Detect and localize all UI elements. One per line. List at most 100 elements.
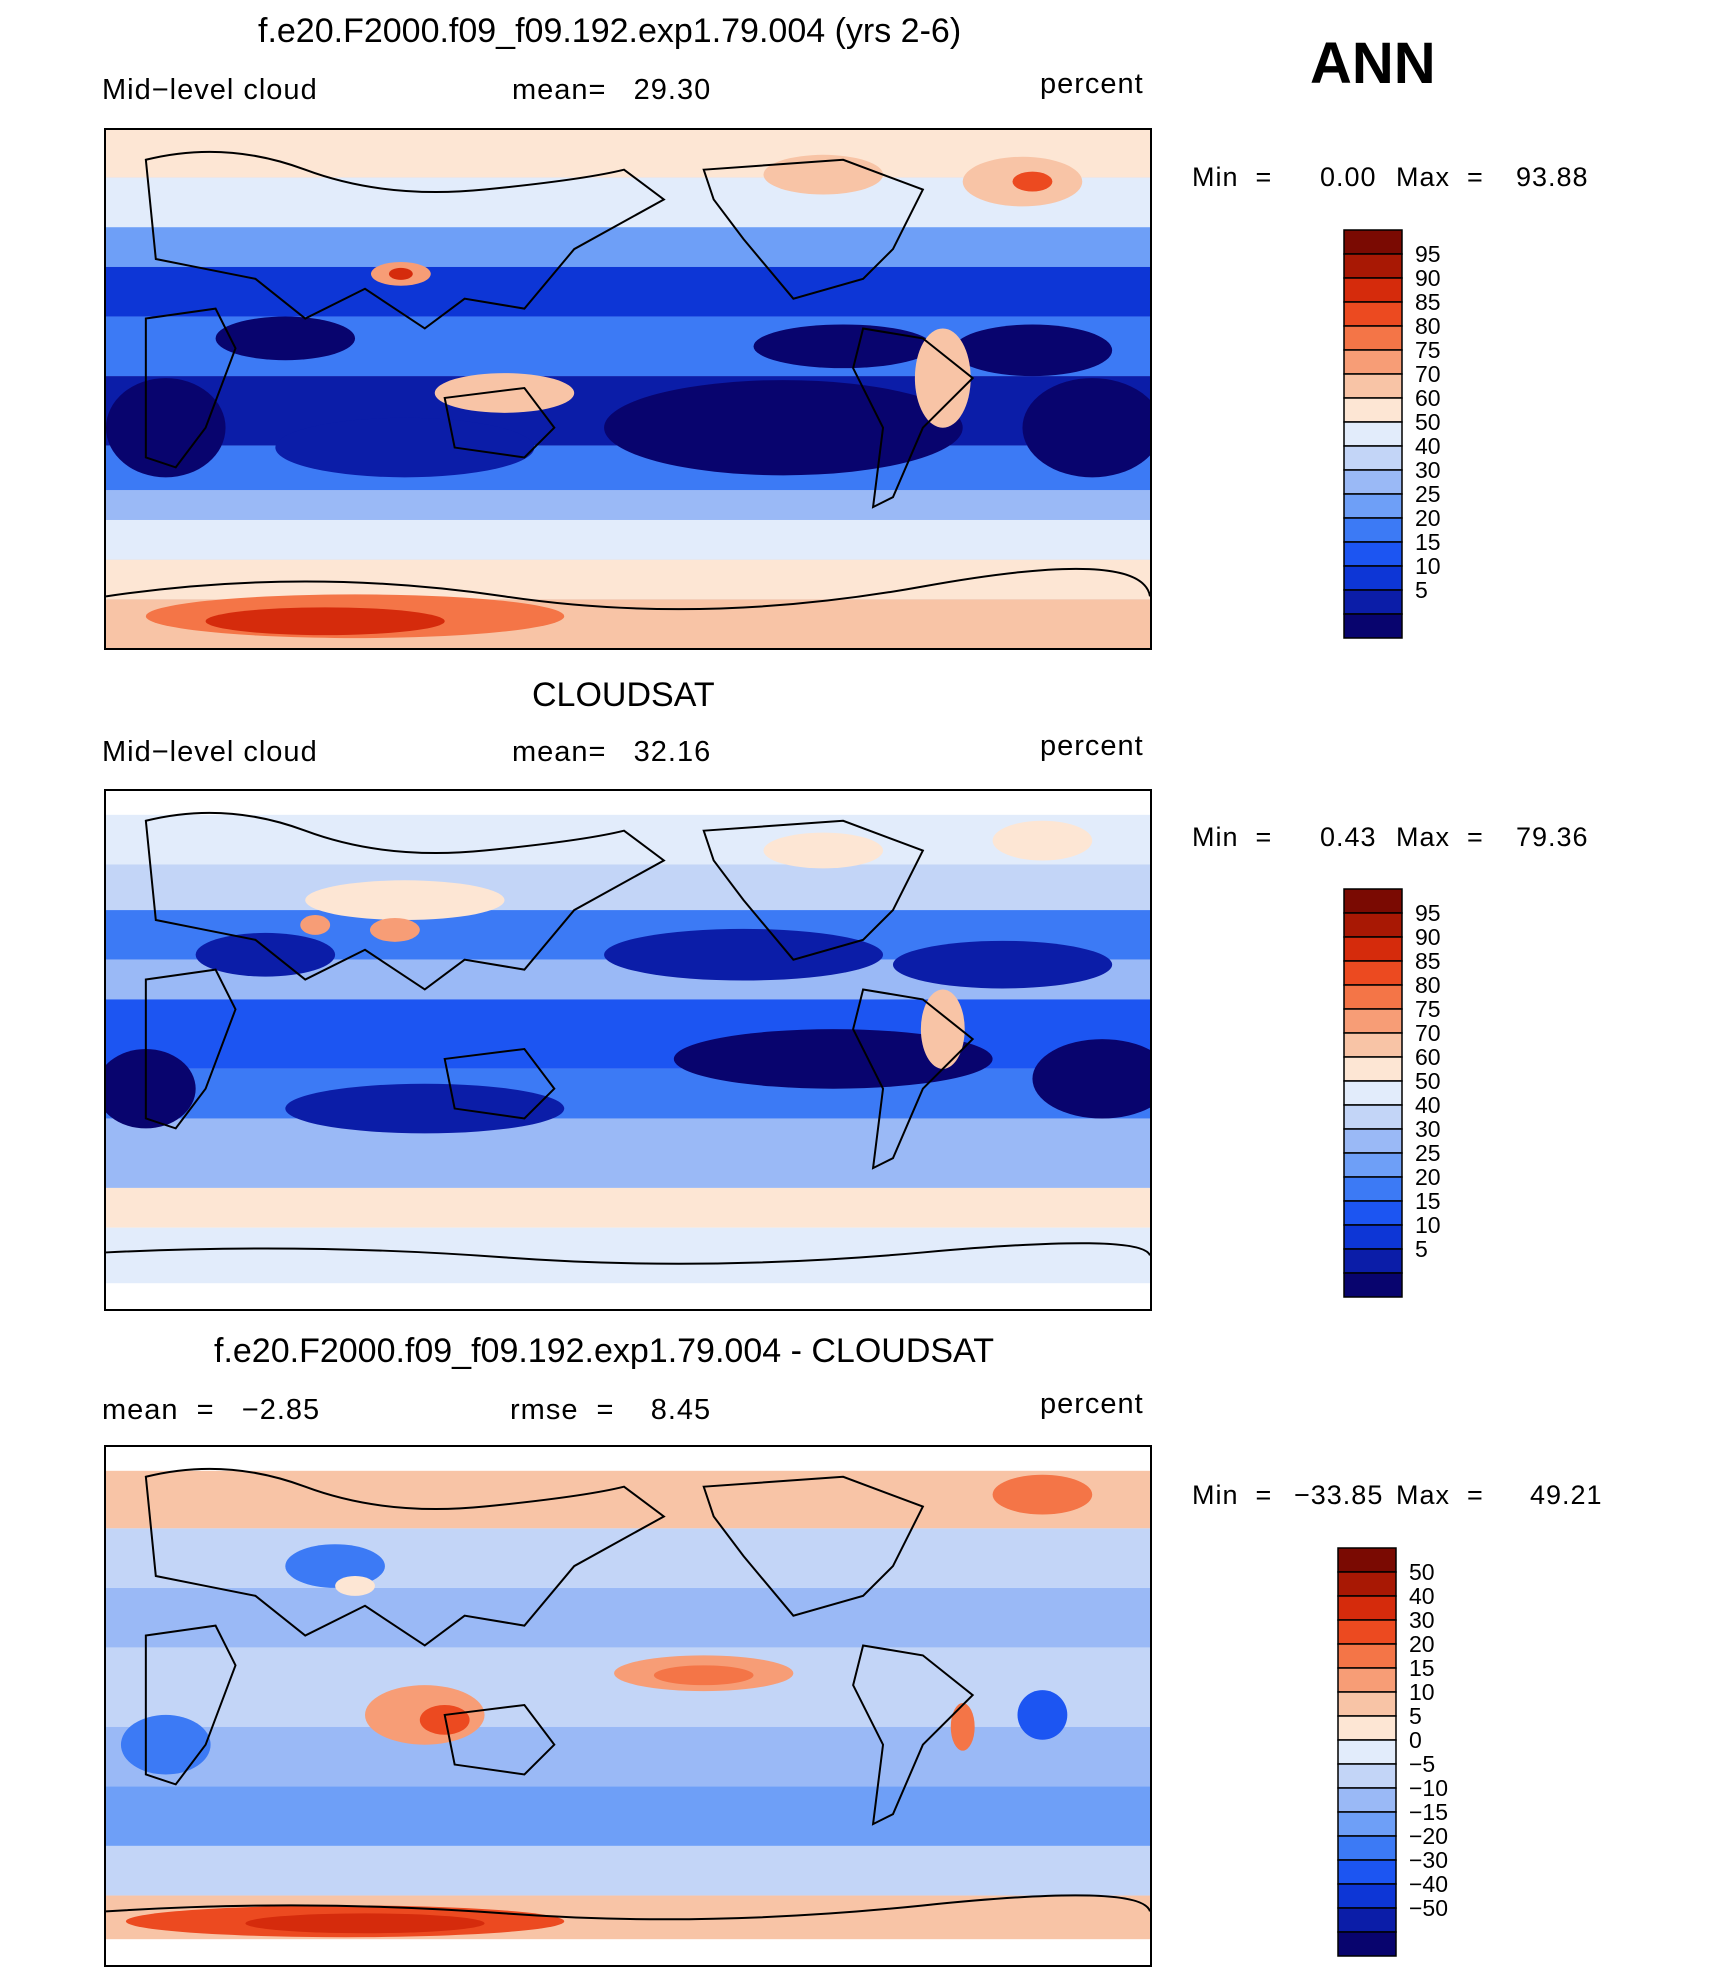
panel3-map — [104, 1445, 1152, 1967]
colorbar-swatch — [1337, 1907, 1397, 1933]
colorbar-swatch — [1343, 1272, 1403, 1298]
panel3-rmse-label: rmse = 8.45 — [510, 1394, 712, 1426]
colorbar-tick-label: −40 — [1409, 1871, 1449, 1897]
colorbar-tick-label: 5 — [1409, 1703, 1422, 1729]
panel1-title: f.e20.F2000.f09_f09.192.exp1.79.004 (yrs… — [258, 12, 962, 50]
panel3-max-label: Max = — [1396, 1480, 1484, 1510]
colorbar-tick-label: 90 — [1415, 265, 1441, 291]
colorbar-swatch — [1343, 1176, 1403, 1202]
colorbar-tick-label: 10 — [1409, 1679, 1435, 1705]
colorbar-tick-label: 5 — [1415, 577, 1428, 603]
colorbar-swatch — [1343, 960, 1403, 986]
colorbar-tick-label: 80 — [1415, 972, 1441, 998]
panel3-mean-label: mean = −2.85 — [102, 1394, 321, 1426]
panel3-title: f.e20.F2000.f09_f09.192.exp1.79.004 - CL… — [214, 1332, 994, 1370]
colorbar-tick-label: 0 — [1409, 1727, 1422, 1753]
colorbar-tick-label: 50 — [1409, 1559, 1435, 1585]
colorbar-swatch — [1337, 1619, 1397, 1645]
colorbar-swatch — [1343, 397, 1403, 423]
panel2-map-svg — [106, 791, 1150, 1309]
panel1-max-value: 93.88 — [1516, 162, 1589, 192]
panel3-min-label: Min = — [1192, 1480, 1273, 1510]
colorbar-swatch — [1337, 1571, 1397, 1597]
panel2-variable-label: Mid−level cloud — [102, 736, 318, 768]
colorbar-swatch — [1343, 1008, 1403, 1034]
colorbar-swatch — [1343, 1248, 1403, 1274]
colorbar-tick-label: −10 — [1409, 1775, 1449, 1801]
colorbar-swatch — [1343, 1152, 1403, 1178]
colorbar-tick-label: 10 — [1415, 553, 1441, 579]
colorbar-swatch — [1343, 1104, 1403, 1130]
colorbar-swatch — [1343, 1080, 1403, 1106]
panel2-min-label: Min = — [1192, 822, 1273, 852]
colorbar-tick-label: 5 — [1415, 1236, 1428, 1262]
panel1-variable-label: Mid−level cloud — [102, 74, 318, 106]
colorbar-swatch — [1337, 1883, 1397, 1909]
colorbar-swatch — [1343, 229, 1403, 255]
colorbar-tick-label: 40 — [1415, 1092, 1441, 1118]
colorbar-swatch — [1343, 984, 1403, 1010]
panel1-colorbar: 95 90 85 80 75 70 60 50 40 30 25 20 15 10 5 — [1343, 229, 1583, 643]
colorbar-tick-label: 20 — [1415, 1164, 1441, 1190]
colorbar-tick-label: 85 — [1415, 289, 1441, 315]
colorbar-swatch — [1337, 1547, 1397, 1573]
panel1-max-label: Max = — [1396, 162, 1484, 192]
panel3-colorbar: 50 40 30 20 15 10 5 0 −5 −10 −15 −20 −30 −40 −50 — [1337, 1547, 1583, 1961]
colorbar-swatch — [1343, 325, 1403, 351]
panel3-max-value: 49.21 — [1530, 1480, 1603, 1510]
colorbar-tick-label: 40 — [1415, 433, 1441, 459]
colorbar-tick-label: 20 — [1409, 1631, 1435, 1657]
colorbar-swatch — [1337, 1787, 1397, 1813]
colorbar-swatch — [1337, 1835, 1397, 1861]
colorbar-swatch — [1343, 253, 1403, 279]
colorbar-swatch — [1343, 888, 1403, 914]
colorbar-swatch — [1343, 373, 1403, 399]
panel1-mean-label: mean= 29.30 — [512, 74, 712, 106]
colorbar-swatch — [1343, 445, 1403, 471]
colorbar-tick-label: 15 — [1409, 1655, 1435, 1681]
colorbar-swatch — [1343, 565, 1403, 591]
colorbar-tick-label: 75 — [1415, 337, 1441, 363]
colorbar-tick-label: 30 — [1415, 457, 1441, 483]
colorbar-swatch — [1343, 912, 1403, 938]
colorbar-tick-label: −15 — [1409, 1799, 1449, 1825]
season-label: ANN — [1310, 31, 1436, 96]
colorbar-tick-label: 80 — [1415, 313, 1441, 339]
colorbar-swatch — [1337, 1859, 1397, 1885]
colorbar-swatch — [1343, 517, 1403, 543]
panel2-max-value: 79.36 — [1516, 822, 1589, 852]
colorbar-swatch — [1337, 1811, 1397, 1837]
colorbar-tick-label: 75 — [1415, 996, 1441, 1022]
colorbar-tick-label: 10 — [1415, 1212, 1441, 1238]
colorbar-tick-label: 95 — [1415, 241, 1441, 267]
colorbar-swatch — [1337, 1691, 1397, 1717]
panel1-min-value: 0.00 — [1320, 162, 1377, 192]
colorbar-svg — [1343, 888, 1403, 1298]
colorbar-swatch — [1337, 1739, 1397, 1765]
colorbar-swatch — [1343, 936, 1403, 962]
colorbar-tick-label: 70 — [1415, 361, 1441, 387]
panel3-map-svg — [106, 1447, 1150, 1965]
panel1-min-label: Min = — [1192, 162, 1273, 192]
colorbar-tick-label: −50 — [1409, 1895, 1449, 1921]
colorbar-swatch — [1343, 1032, 1403, 1058]
panel2-min-value: 0.43 — [1320, 822, 1377, 852]
colorbar-swatch — [1343, 1200, 1403, 1226]
colorbar-swatch — [1343, 1128, 1403, 1154]
colorbar-tick-label: 25 — [1415, 1140, 1441, 1166]
colorbar-swatch — [1337, 1643, 1397, 1669]
colorbar-tick-label: 15 — [1415, 1188, 1441, 1214]
colorbar-tick-label: −30 — [1409, 1847, 1449, 1873]
colorbar-svg — [1343, 229, 1403, 639]
colorbar-swatch — [1343, 301, 1403, 327]
panel2-max-label: Max = — [1396, 822, 1484, 852]
colorbar-swatch — [1337, 1667, 1397, 1693]
colorbar-tick-label: 40 — [1409, 1583, 1435, 1609]
colorbar-tick-label: 50 — [1415, 409, 1441, 435]
colorbar-tick-label: −20 — [1409, 1823, 1449, 1849]
panel2-title: CLOUDSAT — [532, 676, 715, 714]
colorbar-tick-label: −5 — [1409, 1751, 1436, 1777]
panel3-units-label: percent — [1040, 1388, 1144, 1420]
colorbar-tick-label: 70 — [1415, 1020, 1441, 1046]
colorbar-tick-label: 60 — [1415, 385, 1441, 411]
